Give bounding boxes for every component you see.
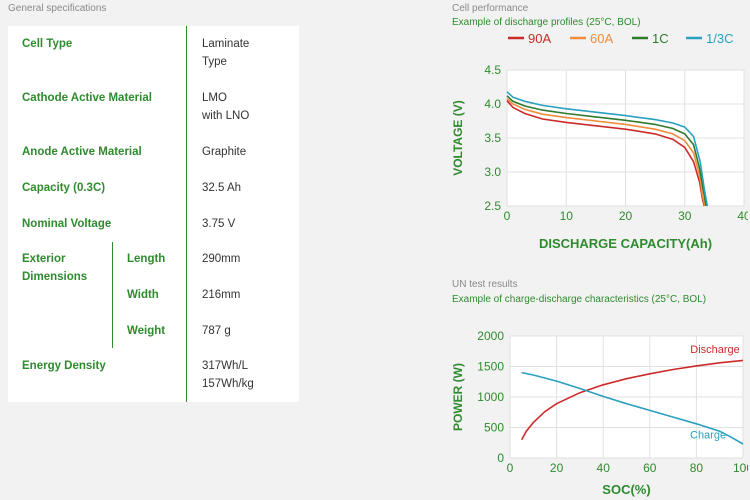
x-tick-label: 100: [733, 461, 748, 475]
y-axis-label: POWER (W): [451, 363, 465, 431]
energy-density-value: 317Wh/L 157Wh/kg: [202, 360, 254, 390]
x-axis-label: SOC(%): [602, 482, 650, 497]
length-label: Length: [127, 253, 166, 265]
y-tick-label: 0: [497, 451, 504, 465]
width-value: 216mm: [202, 289, 241, 301]
y-tick-label: 2.5: [484, 199, 501, 213]
x-tick-label: 20: [619, 209, 633, 223]
anode-value: Graphite: [202, 146, 247, 158]
x-tick-label: 40: [737, 209, 748, 223]
y-tick-label: 3.0: [484, 165, 501, 179]
series-line-90a: [506, 100, 706, 207]
y-tick-label: 500: [484, 421, 504, 435]
cell-type-value: Laminate Type: [202, 38, 250, 68]
cell-performance-title: Cell performance: [452, 3, 529, 14]
cell-performance-subtitle: Example of discharge profiles (25°C, BOL…: [452, 17, 641, 28]
un-test-title: UN test results: [452, 279, 518, 290]
y-tick-label: 4.5: [484, 63, 501, 77]
discharge-profile-chart: 0 10 20 30 40 2.5 3.0 3.5 4.0 4.5 DISCHARGE CAPACI…: [451, 31, 748, 251]
y-tick-label: 4.0: [484, 97, 501, 111]
exterior-dimensions-label: Exterior Dimensions: [22, 253, 88, 283]
nominal-voltage-label: Nominal Voltage: [22, 218, 112, 230]
x-tick-label: 80: [690, 461, 704, 475]
cathode-value: LMO with LNO: [202, 92, 250, 122]
energy-density-label: Energy Density: [22, 360, 106, 372]
width-label: Width: [127, 289, 159, 301]
y-axis-label: VOLTAGE (V): [451, 100, 465, 176]
anode-label: Anode Active Material: [22, 146, 142, 158]
y-tick-label: 1500: [477, 360, 504, 374]
x-tick-label: 0: [507, 461, 514, 475]
x-tick-label: 0: [504, 209, 511, 223]
weight-label: Weight: [127, 325, 166, 337]
capacity-value: 32.5 Ah: [202, 182, 242, 194]
series-line-charge: [521, 371, 744, 445]
legend-label: 60A: [590, 31, 613, 46]
series-label-discharge: Discharge: [690, 344, 740, 356]
power-soc-chart: 0204060801000500100015002000SOC(%)POWER …: [451, 329, 748, 497]
length-value: 290mm: [202, 253, 241, 265]
series-line-1c: [506, 95, 707, 207]
cell-type-label: Cell Type: [22, 38, 73, 50]
dimensions-divider: [112, 242, 113, 348]
un-test-subtitle: Example of charge-discharge characterist…: [452, 294, 707, 305]
column-divider: [186, 26, 187, 402]
cathode-label: Cathode Active Material: [22, 92, 152, 104]
y-tick-label: 3.5: [484, 131, 501, 145]
general-specifications-title: General specifications: [8, 3, 107, 14]
legend-label: 1C: [652, 31, 669, 46]
series-line-discharge: [520, 359, 744, 441]
legend-label: 1/3C: [706, 31, 733, 46]
y-tick-label: 1000: [477, 390, 504, 404]
weight-value: 787 g: [202, 325, 231, 337]
x-tick-label: 40: [597, 461, 611, 475]
x-axis-label: DISCHARGE CAPACITY(Ah): [539, 236, 712, 251]
legend-label: 90A: [528, 31, 551, 46]
x-tick-label: 60: [643, 461, 657, 475]
series-label-charge: Charge: [690, 429, 726, 441]
nominal-voltage-value: 3.75 V: [202, 218, 236, 230]
y-tick-label: 2000: [477, 329, 504, 343]
x-tick-label: 20: [550, 461, 564, 475]
spec-table: Cell Type Laminate Type Cathode Active M…: [8, 26, 299, 402]
capacity-label: Capacity (0.3C): [22, 182, 106, 194]
x-tick-label: 10: [560, 209, 574, 223]
series-line-60a: [506, 98, 706, 207]
x-tick-label: 30: [678, 209, 692, 223]
series-line-1-3c: [506, 91, 709, 207]
